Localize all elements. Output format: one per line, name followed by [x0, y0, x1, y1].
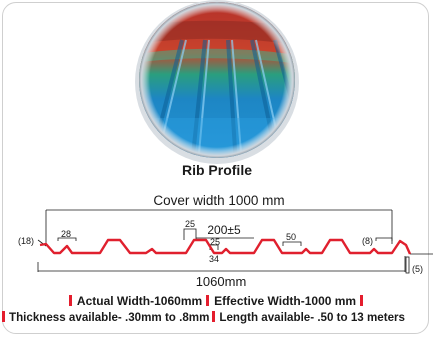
valley-rib-label: 50: [286, 232, 296, 242]
right-edge-dim: [375, 237, 393, 241]
bullet-bar: [212, 311, 216, 322]
effective-width-text: Effective Width-1000 mm: [214, 294, 357, 308]
thickness-text: Thickness available- .30mm to .8mm: [9, 311, 210, 324]
left-flat-dim: [57, 237, 77, 241]
spec-line-width: Actual Width-1060mm Effective Width-1000 …: [0, 294, 433, 308]
photo-label: Rib Profile: [181, 162, 252, 178]
rib-profile-diagram: Cover width 1000 mm 1060mm (18) 28 25 20…: [18, 193, 433, 289]
mini-rib-base-label: 34: [209, 254, 219, 264]
bullet-bar: [2, 311, 5, 322]
end-drop-marker: [405, 256, 410, 274]
mini-rib-top-label: 25: [210, 237, 220, 247]
spec-line-availability: Thickness available- .30mm to .8mm Length…: [2, 311, 405, 324]
actual-width-text: Actual Width-1060mm: [76, 294, 203, 308]
rib-profile-line: [39, 238, 412, 255]
length-text: Length available- .50 to 13 meters: [219, 311, 405, 324]
rib-pitch-label: 200±5: [207, 223, 241, 237]
valley-rib-dim: [282, 241, 302, 246]
bullet-bar: [206, 295, 210, 306]
right-edge-label: (8): [362, 236, 373, 246]
left-flat-label: 28: [61, 229, 71, 239]
rib-profile-photo: [135, 0, 299, 164]
rib-top-dim: [183, 228, 197, 240]
cover-width-label: Cover width 1000 mm: [153, 193, 284, 208]
bullet-bar: [68, 295, 72, 306]
left-edge-label: (18): [18, 236, 34, 246]
overall-width-label: 1060mm: [196, 274, 247, 289]
rib-top-label: 25: [185, 219, 195, 229]
end-drop-label: (5): [412, 264, 423, 274]
photo-rim: [139, 2, 295, 158]
bullet-bar: [360, 295, 364, 306]
